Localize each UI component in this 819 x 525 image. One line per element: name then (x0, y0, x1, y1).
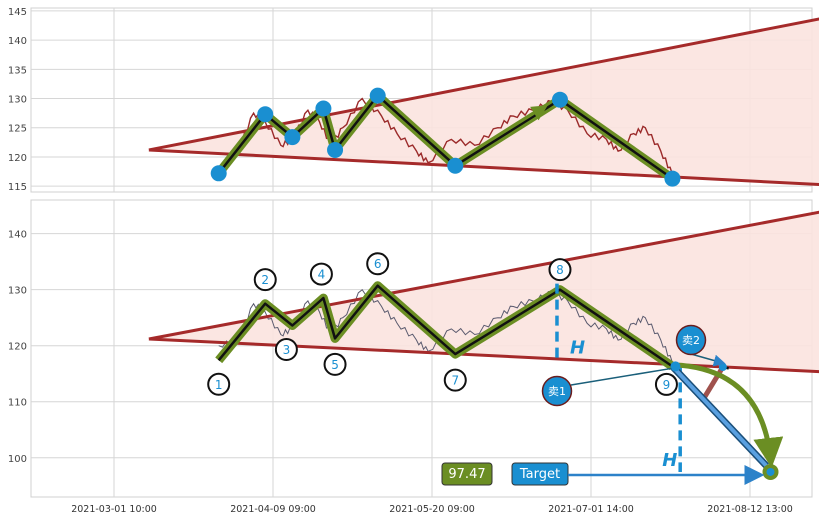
trend-arrow (454, 105, 548, 164)
x-tick-label: 2021-08-12 13:00 (707, 504, 793, 515)
trend-upper-line (148, 17, 819, 152)
pivot-point (447, 157, 464, 174)
pivot-point (315, 100, 332, 117)
sell-bubble-2 (675, 324, 707, 356)
wave-label: 8 (556, 263, 564, 277)
wave-label-circle (654, 372, 678, 396)
wave-label: 6 (374, 257, 382, 271)
trend-lower-line (148, 148, 819, 187)
y-tick-label: 130 (8, 286, 27, 297)
pivot-point (664, 170, 681, 187)
wave-label-circle (207, 372, 231, 396)
sell-label-1: 卖1 (548, 385, 566, 398)
sell-callout-1 (570, 367, 672, 386)
wave-label: 5 (331, 358, 339, 372)
wave-label-circle (309, 262, 333, 286)
wave-center-line (217, 284, 674, 368)
wave-label-circle (253, 268, 277, 292)
target-label: Target (519, 467, 560, 482)
wave-label: 9 (663, 378, 671, 392)
y-tick-label: 120 (8, 153, 27, 164)
target-height-label: H (662, 450, 677, 471)
wave-label: 1 (215, 378, 223, 392)
triangle-fill (148, 212, 819, 372)
top-panel: 115 120 125 130 135 140 145 (8, 7, 819, 193)
sell-bubble-1 (541, 375, 573, 407)
target-path (670, 365, 768, 468)
sell-callout-2 (690, 353, 726, 367)
pivot-point (327, 141, 344, 158)
pivot-point (284, 129, 301, 146)
trend-lower-line (148, 337, 819, 374)
x-tick-label: 2021-07-01 14:00 (548, 504, 634, 515)
wave-label-circle (274, 338, 298, 362)
y-tick-label: 125 (8, 124, 27, 135)
y-tick-label: 110 (8, 398, 27, 409)
y-tick-label: 140 (8, 36, 27, 47)
y-tick-label: 145 (8, 7, 27, 18)
target-value-box (441, 462, 493, 486)
triangle-fill (148, 19, 819, 185)
bottom-panel: 100 110 120 130 140 1 2 3 4 5 6 7 8 9 H H 卖1 卖2 97.47 Targe… (8, 199, 819, 515)
wave-label-circle (443, 368, 467, 392)
y-tick-label: 120 (8, 342, 27, 353)
sell-point-1 (670, 361, 681, 372)
sell-point-2 (718, 362, 727, 371)
projection-arrow (672, 362, 784, 468)
wave-label: 3 (283, 343, 291, 357)
y-tick-label: 135 (8, 65, 27, 76)
pivot-point (257, 106, 274, 123)
height-label: H (570, 337, 585, 358)
wave-label-circle (366, 252, 390, 276)
y-tick-label: 140 (8, 230, 27, 241)
wave-label: 4 (318, 268, 326, 282)
x-tick-label: 2021-03-01 10:00 (71, 504, 157, 515)
sell-label-2: 卖2 (682, 334, 700, 347)
wave-label: 7 (451, 374, 459, 388)
x-tick-label: 2021-05-20 09:00 (389, 504, 475, 515)
wave-label-circle (548, 258, 572, 282)
target-value-label: 97.47 (448, 467, 485, 482)
target-point-inner (766, 467, 775, 476)
wave-label-circle (323, 352, 347, 376)
y-tick-label: 100 (8, 454, 27, 465)
pivot-point (210, 165, 227, 182)
x-tick-label: 2021-04-09 09:00 (230, 504, 316, 515)
wave-label: 2 (261, 273, 269, 287)
pivot-point (369, 87, 386, 104)
y-tick-label: 115 (8, 182, 27, 193)
y-tick-label: 130 (8, 95, 27, 106)
pivot-point (551, 91, 568, 108)
trend-upper-line (148, 210, 819, 341)
